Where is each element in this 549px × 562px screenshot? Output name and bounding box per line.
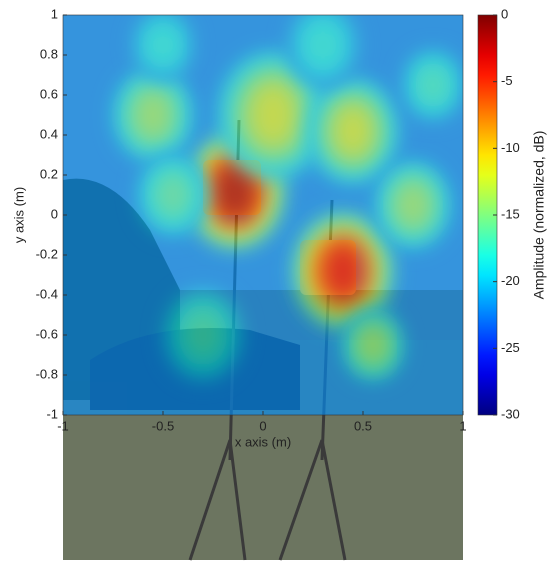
heat-spot [251, 84, 295, 146]
x-axis-label: x axis (m) [235, 434, 291, 449]
colorbar-tick-label: -15 [501, 206, 520, 221]
heat-spot [335, 106, 371, 156]
chart: x axis (m) y axis (m) Amplitude (normali… [0, 0, 549, 562]
heat-spot [309, 25, 337, 64]
y-tick-label: 0 [51, 206, 58, 221]
y-tick-label: 0.2 [40, 166, 58, 181]
heat-spot [361, 328, 385, 362]
heat-spot [421, 68, 445, 102]
colorbar-label: Amplitude (normalized, dB) [531, 131, 547, 300]
y-tick-label: 1 [51, 6, 58, 21]
heat-spot [151, 28, 175, 62]
colorbar-tick-label: -5 [501, 73, 513, 88]
x-tick-label: -1 [57, 418, 69, 433]
colorbar-tick-label: -20 [501, 273, 520, 288]
heat-spot [137, 93, 169, 138]
colorbar-tick-label: -30 [501, 406, 520, 421]
heat-spot [159, 175, 187, 214]
y-tick-label: -0.4 [36, 286, 58, 301]
heat-spot [398, 184, 428, 226]
y-tick-label: -0.2 [36, 246, 58, 261]
heatmap [63, 4, 463, 415]
colorbar-tick-label: -10 [501, 140, 520, 155]
heat-spot [187, 313, 219, 358]
y-axis-label: y axis (m) [11, 187, 26, 243]
y-tick-label: -0.8 [36, 366, 58, 381]
y-tick-label: 0.4 [40, 126, 58, 141]
x-tick-label: 0 [259, 418, 266, 433]
colorbar-tick-label: -25 [501, 340, 520, 355]
x-tick-label: 0.5 [354, 418, 372, 433]
x-tick-label: -0.5 [152, 418, 174, 433]
y-tick-label: -1 [46, 406, 58, 421]
x-tick-label: 1 [459, 418, 466, 433]
y-tick-label: 0.6 [40, 86, 58, 101]
y-tick-label: 0.8 [40, 46, 58, 61]
heat-spot [323, 243, 363, 299]
y-tick-label: -0.6 [36, 326, 58, 341]
colorbar-tick-label: 0 [501, 6, 508, 21]
